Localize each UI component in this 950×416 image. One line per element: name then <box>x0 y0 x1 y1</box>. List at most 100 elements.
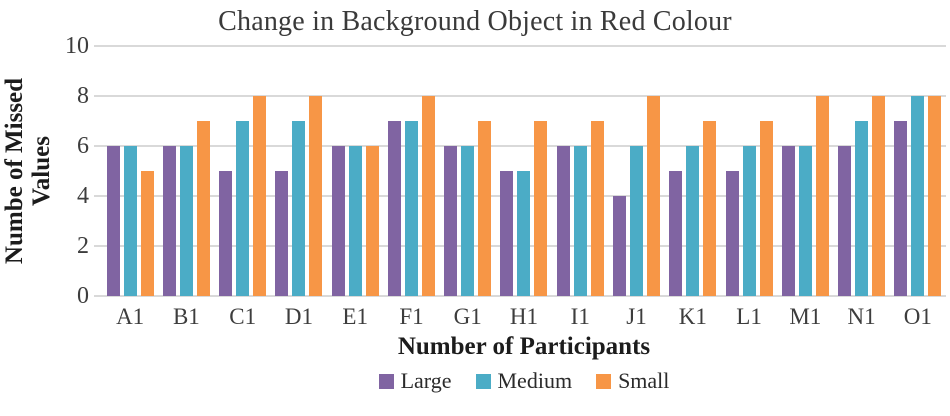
bar-large-i1 <box>556 146 570 296</box>
bar-group-a1 <box>102 46 158 296</box>
x-tick-label-k1: K1 <box>678 304 707 329</box>
x-tick-label-c1: C1 <box>229 304 257 329</box>
y-tick-mark <box>94 95 102 97</box>
gridline-y-8 <box>102 95 946 97</box>
y-tick-mark <box>94 195 102 197</box>
bar-medium-m1 <box>798 146 812 296</box>
bar-small-c1 <box>253 96 267 296</box>
x-tick-label-g1: G1 <box>453 304 482 329</box>
bar-medium-a1 <box>123 146 137 296</box>
bar-medium-e1 <box>348 146 362 296</box>
bar-group-l1 <box>721 46 777 296</box>
bar-group-f1 <box>383 46 439 296</box>
x-tick-label-d1: D1 <box>284 304 313 329</box>
bar-large-a1 <box>106 146 120 296</box>
bar-group-k1 <box>665 46 721 296</box>
y-tick-2: 2 <box>77 234 102 258</box>
bar-large-e1 <box>331 146 345 296</box>
bar-group-e1 <box>327 46 383 296</box>
bar-small-e1 <box>365 146 379 296</box>
bar-large-j1 <box>613 196 627 296</box>
legend-label: Large <box>400 368 452 393</box>
legend-swatch-icon <box>596 373 612 389</box>
bar-small-o1 <box>928 96 942 296</box>
bar-large-o1 <box>894 121 908 296</box>
bar-group-o1 <box>890 46 946 296</box>
y-tick-label: 2 <box>77 233 89 259</box>
plot-column: A1 B1 C1 D1 E1 F1 G1 H1 I1 J1 K1 L1 M1 N1 O1 Number of… <box>102 45 946 392</box>
bar-group-b1 <box>158 46 214 296</box>
y-tick-label: 4 <box>77 183 89 209</box>
bar-large-d1 <box>275 171 289 296</box>
bar-group-g1 <box>440 46 496 296</box>
bar-medium-k1 <box>686 146 700 296</box>
x-tick-label-f1: F1 <box>399 304 424 329</box>
x-tick-label-e1: E1 <box>342 304 368 329</box>
x-tick-label-h1: H1 <box>509 304 539 329</box>
legend-item-small: Small <box>596 370 669 392</box>
y-tick-label: 10 <box>65 33 89 59</box>
bar-small-m1 <box>815 96 829 296</box>
bar-large-b1 <box>162 146 176 296</box>
y-tick-6: 6 <box>77 134 102 158</box>
bar-medium-f1 <box>404 121 418 296</box>
y-tick-mark <box>94 145 102 147</box>
y-axis-title-column: Numbe of Missed Values <box>0 46 56 296</box>
legend: Large Medium Small <box>102 370 946 392</box>
bar-medium-g1 <box>461 146 475 296</box>
bar-medium-b1 <box>179 146 193 296</box>
x-axis-title: Number of Participants <box>397 333 651 360</box>
bar-medium-l1 <box>742 146 756 296</box>
bar-large-g1 <box>444 146 458 296</box>
y-tick-0: 0 <box>77 284 102 308</box>
y-tick-10: 10 <box>65 34 102 58</box>
bar-small-i1 <box>590 121 604 296</box>
x-tick-label-o1: O1 <box>903 304 932 329</box>
x-tick-label-m1: M1 <box>789 304 822 329</box>
bar-medium-j1 <box>630 146 644 296</box>
bar-group-j1 <box>608 46 664 296</box>
bar-medium-d1 <box>292 121 306 296</box>
bar-medium-h1 <box>517 171 531 296</box>
x-tick-label-b1: B1 <box>172 304 200 329</box>
bar-large-f1 <box>387 121 401 296</box>
gridline-y-10 <box>102 45 946 47</box>
bar-medium-n1 <box>855 121 869 296</box>
bar-small-k1 <box>703 121 717 296</box>
bar-large-n1 <box>838 146 852 296</box>
x-axis-labels: A1 B1 C1 D1 E1 F1 G1 H1 I1 J1 K1 L1 M1 N1 O1 <box>102 305 946 328</box>
y-tick-mark <box>94 295 102 297</box>
bar-large-m1 <box>781 146 795 296</box>
x-tick-label-j1: J1 <box>626 304 647 329</box>
bar-group-d1 <box>271 46 327 296</box>
bar-medium-o1 <box>911 96 925 296</box>
gridline-y-6 <box>102 145 946 147</box>
legend-label: Medium <box>497 368 573 393</box>
x-tick-label-a1: A1 <box>116 304 145 329</box>
y-axis-ticks: 0 2 4 6 8 10 <box>56 34 102 308</box>
bar-medium-c1 <box>236 121 250 296</box>
bar-large-h1 <box>500 171 514 296</box>
gridline-y-0 <box>102 295 946 297</box>
bar-small-j1 <box>647 96 661 296</box>
y-axis-title: Numbe of Missed Values <box>1 77 55 265</box>
chart-body: Numbe of Missed Values 0 2 4 6 8 10 A1 B1 C1 D1 E… <box>0 34 950 392</box>
x-tick-label-n1: N1 <box>847 304 876 329</box>
legend-label: Small <box>618 368 670 393</box>
y-tick-label: 6 <box>77 133 89 159</box>
x-tick-label-l1: L1 <box>736 304 762 329</box>
bar-large-c1 <box>219 171 233 296</box>
bar-medium-i1 <box>573 146 587 296</box>
bar-group-h1 <box>496 46 552 296</box>
bar-group-c1 <box>215 46 271 296</box>
y-tick-8: 8 <box>77 84 102 108</box>
legend-item-large: Large <box>378 368 452 393</box>
legend-item-medium: Medium <box>475 368 573 393</box>
chart-title: Change in Background Object in Red Colou… <box>218 6 732 37</box>
bar-small-f1 <box>421 96 435 296</box>
bar-small-b1 <box>196 121 210 296</box>
legend-swatch-icon <box>378 373 394 389</box>
plot-area <box>102 45 946 297</box>
bar-groups <box>102 46 946 296</box>
